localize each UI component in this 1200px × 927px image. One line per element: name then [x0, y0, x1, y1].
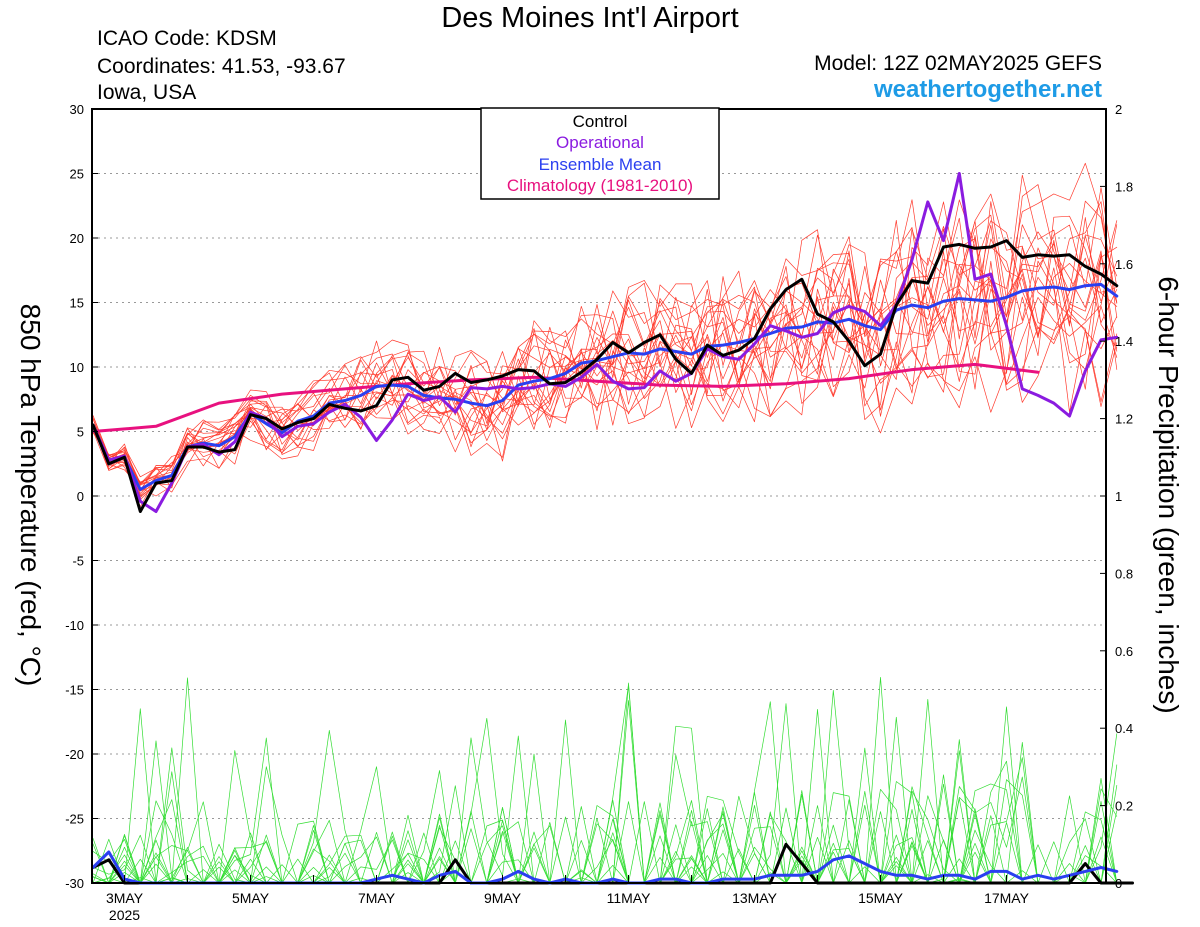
- precip-member-line: [92, 700, 1118, 884]
- x-tick-label: 13MAY: [732, 890, 778, 906]
- control-line: [91, 239, 1119, 513]
- temp-member-line: [92, 217, 1118, 491]
- y-right-tick-label: 0: [1115, 876, 1122, 891]
- x-tick-label: 11MAY: [607, 890, 651, 906]
- y-left-tick-label: 30: [70, 102, 84, 117]
- y-left-tick-label: 10: [70, 360, 84, 375]
- y-left-tick-label: 15: [70, 296, 84, 311]
- x-tick-label: 3MAY: [106, 890, 144, 906]
- legend-ensemble-mean: Ensemble Mean: [539, 155, 662, 174]
- temp-member-line: [92, 219, 1118, 497]
- legend-box: [480, 107, 720, 200]
- x-tick-label: 9MAY: [484, 890, 522, 906]
- precip-members: [92, 676, 1118, 884]
- temp-member-line: [92, 220, 1118, 489]
- precip-member-line: [92, 706, 1118, 884]
- axes: 302520151050-5-10-15-20-25-3021.81.61.41…: [65, 102, 1133, 923]
- temp-members: [92, 162, 1118, 508]
- y-right-tick-label: 0.4: [1115, 721, 1133, 736]
- y-right-tick-label: 1.6: [1115, 257, 1133, 272]
- region: Iowa, USA: [97, 81, 197, 104]
- y-left-tick-label: -25: [65, 812, 84, 827]
- precip-member-line: [92, 689, 1118, 884]
- precip-member-line: [92, 747, 1118, 884]
- legend-control: Control: [573, 112, 628, 131]
- precip-member-line: [92, 716, 1118, 884]
- y-left-tick-label: 25: [70, 167, 84, 182]
- x-tick-year: 2025: [109, 907, 140, 923]
- temp-member-line: [92, 200, 1118, 478]
- y-left-tick-label: 0: [77, 489, 84, 504]
- y-right-tick-label: 1.4: [1115, 334, 1133, 349]
- y-right-tick-label: 1.8: [1115, 179, 1133, 194]
- x-tick-label: 5MAY: [232, 890, 270, 906]
- y-left-tick-label: -15: [65, 683, 84, 698]
- y-left-tick-label: -5: [72, 554, 84, 569]
- y-left-tick-label: -20: [65, 747, 84, 762]
- y-left-tick-label: 20: [70, 231, 84, 246]
- ensemble-mean-line: [91, 282, 1119, 491]
- icao-code: ICAO Code: KDSM: [97, 27, 277, 50]
- y-left-tick-label: -30: [65, 876, 84, 891]
- y-right-tick-label: 2: [1115, 102, 1122, 117]
- y-right-tick-label: 0.6: [1115, 644, 1133, 659]
- y-right-tick-label: 0.8: [1115, 566, 1133, 581]
- x-tick-label: 15MAY: [858, 890, 904, 906]
- legend-climatology: Climatology (1981-2010): [507, 176, 693, 195]
- legend-operational: Operational: [556, 133, 644, 152]
- y-right-tick-label: 1: [1115, 489, 1122, 504]
- grid-lines: [92, 173, 1106, 819]
- main-series: [91, 172, 1134, 885]
- legend: Control Operational Ensemble Mean Climat…: [480, 107, 720, 200]
- temp-member-line: [92, 238, 1118, 486]
- x-tick-label: 7MAY: [358, 890, 396, 906]
- climatology-line: [91, 362, 1040, 433]
- temp-member-line: [92, 224, 1118, 501]
- coordinates: Coordinates: 41.53, -93.67: [97, 55, 346, 78]
- chart-title: Des Moines Int'l Airport: [441, 2, 739, 34]
- y-right-tick-label: 1.2: [1115, 412, 1133, 427]
- temp-member-line: [92, 220, 1118, 497]
- temp-member-line: [92, 215, 1118, 483]
- x-tick-label: 17MAY: [984, 890, 1030, 906]
- mean-precip-line: [91, 850, 1119, 885]
- temp-member-line: [92, 234, 1118, 492]
- site-link[interactable]: weathertogether.net: [873, 76, 1102, 103]
- y-left-tick-label: 5: [77, 425, 84, 440]
- y-right-tick-label: 0.2: [1115, 799, 1133, 814]
- y-left-tick-label: -10: [65, 618, 84, 633]
- model-run: Model: 12Z 02MAY2025 GEFS: [814, 52, 1102, 75]
- temp-member-line: [92, 193, 1118, 494]
